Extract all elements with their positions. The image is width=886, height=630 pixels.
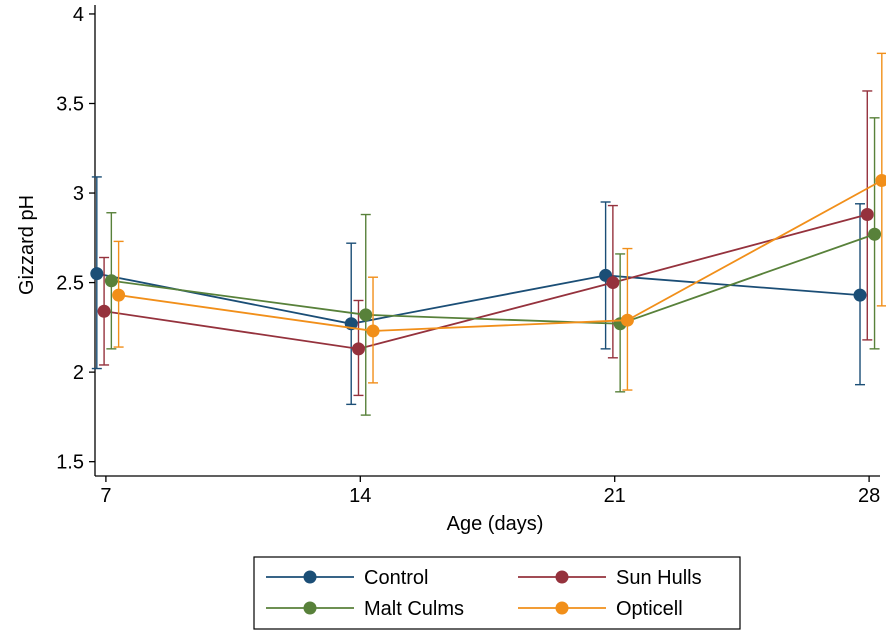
legend-label: Control — [364, 567, 428, 589]
y-tick-label: 2.5 — [56, 273, 84, 295]
x-tick-label: 21 — [604, 485, 626, 507]
legend-box — [253, 556, 741, 630]
data-point — [104, 274, 118, 288]
data-point — [875, 174, 886, 188]
data-point — [351, 342, 365, 356]
data-point — [620, 313, 634, 327]
legend-item-sun-hulls: Sun Hulls — [518, 567, 702, 589]
legend-swatch-marker — [555, 570, 569, 584]
series-line — [118, 179, 883, 332]
y-tick-label: 3 — [73, 183, 84, 205]
data-point — [112, 288, 126, 302]
series-control — [90, 176, 867, 406]
legend: Control Sun Hulls Malt Culms Opticell — [253, 556, 741, 630]
legend-item-malt-culms: Malt Culms — [266, 598, 464, 620]
x-tick-label: 28 — [858, 485, 880, 507]
plot-area — [90, 52, 886, 416]
series-line — [96, 272, 861, 325]
data-point — [853, 288, 867, 302]
legend-label: Sun Hulls — [616, 567, 702, 589]
series-line — [111, 233, 875, 325]
y-tick-label: 2 — [73, 362, 84, 384]
y-tick-label: 4 — [73, 4, 84, 26]
legend-item-control: Control — [266, 567, 428, 589]
legend-label: Malt Culms — [364, 598, 464, 620]
legend-label: Opticell — [616, 598, 683, 620]
axes: 1.5 2 2.5 3 3.5 4 7 14 21 28 — [56, 4, 880, 507]
series-malt-culms — [104, 117, 882, 416]
x-tick-label: 7 — [100, 485, 111, 507]
legend-swatch-marker — [303, 601, 317, 615]
data-point — [366, 324, 380, 338]
data-point — [860, 208, 874, 222]
y-tick-label: 1.5 — [56, 452, 84, 474]
series-line — [103, 213, 868, 350]
x-tick-label: 14 — [349, 485, 371, 507]
y-axis-label: Gizzard pH — [16, 195, 38, 295]
data-point — [90, 267, 104, 281]
data-point — [97, 304, 111, 318]
data-point — [606, 276, 620, 290]
legend-swatch-marker — [555, 601, 569, 615]
legend-item-opticell: Opticell — [518, 598, 683, 620]
y-tick-label: 3.5 — [56, 93, 84, 115]
series-opticell — [112, 52, 886, 391]
x-axis-label: Age (days) — [447, 513, 544, 535]
data-point — [359, 308, 373, 322]
series-sun-hulls — [97, 90, 874, 397]
data-point — [868, 227, 882, 241]
legend-swatch-marker — [303, 570, 317, 584]
